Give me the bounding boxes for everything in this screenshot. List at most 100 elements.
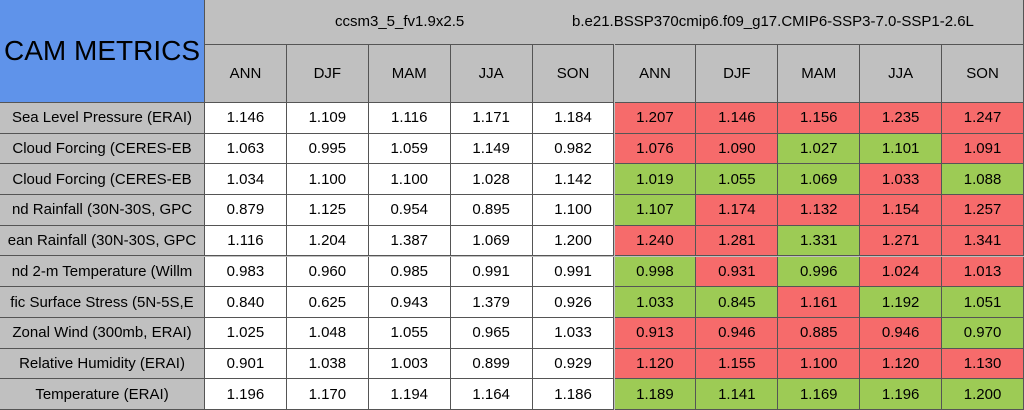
value-cell: 1.281 bbox=[696, 225, 779, 257]
value-cell: 0.899 bbox=[450, 348, 533, 380]
row-label: Cloud Forcing (CERES-EB bbox=[0, 164, 205, 196]
value-cell: 1.048 bbox=[286, 317, 369, 349]
value-cell: 1.003 bbox=[368, 348, 451, 380]
value-cell: 0.991 bbox=[532, 256, 615, 288]
row-label: Cloud Forcing (CERES-EB bbox=[0, 133, 205, 165]
value-cell: 1.142 bbox=[532, 164, 615, 196]
value-cell: 1.090 bbox=[696, 133, 779, 165]
group-header: ccsm3_5_fv1.9x2.5 bbox=[335, 13, 465, 30]
value-cell: 1.164 bbox=[450, 379, 533, 410]
value-cell: 1.019 bbox=[614, 164, 697, 196]
value-cell: 1.156 bbox=[778, 103, 861, 134]
season-header: DJF bbox=[696, 44, 779, 103]
value-cell: 0.965 bbox=[450, 317, 533, 349]
value-cell: 0.946 bbox=[860, 317, 943, 349]
season-header: MAM bbox=[778, 44, 861, 103]
value-cell: 1.024 bbox=[860, 256, 943, 288]
value-cell: 0.996 bbox=[778, 256, 861, 288]
value-cell: 1.120 bbox=[614, 348, 697, 380]
value-cell: 1.379 bbox=[450, 287, 533, 318]
value-cell: 1.116 bbox=[205, 225, 287, 257]
value-cell: 1.161 bbox=[778, 287, 861, 318]
value-cell: 1.100 bbox=[778, 348, 861, 380]
value-cell: 1.192 bbox=[860, 287, 943, 318]
value-cell: 1.028 bbox=[450, 164, 533, 196]
value-cell: 1.189 bbox=[614, 379, 697, 410]
value-cell: 1.204 bbox=[286, 225, 369, 257]
value-cell: 0.929 bbox=[532, 348, 615, 380]
value-cell: 1.038 bbox=[286, 348, 369, 380]
value-cell: 1.100 bbox=[286, 164, 369, 196]
row-label: Sea Level Pressure (ERAI) bbox=[0, 103, 205, 134]
value-cell: 1.196 bbox=[860, 379, 943, 410]
value-cell: 0.931 bbox=[696, 256, 779, 288]
value-cell: 1.247 bbox=[942, 103, 1024, 134]
value-cell: 1.387 bbox=[368, 225, 451, 257]
value-cell: 1.184 bbox=[532, 103, 615, 134]
season-header: MAM bbox=[368, 44, 451, 103]
value-cell: 1.132 bbox=[778, 195, 861, 226]
value-cell: 0.840 bbox=[205, 287, 287, 318]
season-header: JJA bbox=[860, 44, 943, 103]
value-cell: 1.141 bbox=[696, 379, 779, 410]
value-cell: 1.034 bbox=[205, 164, 287, 196]
value-cell: 1.240 bbox=[614, 225, 697, 257]
value-cell: 0.985 bbox=[368, 256, 451, 288]
value-cell: 1.146 bbox=[205, 103, 287, 134]
value-cell: 1.069 bbox=[450, 225, 533, 257]
group-header-band bbox=[205, 0, 1024, 44]
value-cell: 1.055 bbox=[368, 317, 451, 349]
row-label: nd 2-m Temperature (Willm bbox=[0, 256, 205, 288]
row-label: Relative Humidity (ERAI) bbox=[0, 348, 205, 380]
value-cell: 1.059 bbox=[368, 133, 451, 165]
value-cell: 1.149 bbox=[450, 133, 533, 165]
value-cell: 1.125 bbox=[286, 195, 369, 226]
value-cell: 0.943 bbox=[368, 287, 451, 318]
value-cell: 1.033 bbox=[614, 287, 697, 318]
row-label: fic Surface Stress (5N-5S,E bbox=[0, 287, 205, 318]
value-cell: 1.200 bbox=[942, 379, 1024, 410]
value-cell: 1.155 bbox=[696, 348, 779, 380]
value-cell: 0.970 bbox=[942, 317, 1024, 349]
value-cell: 0.954 bbox=[368, 195, 451, 226]
value-cell: 1.116 bbox=[368, 103, 451, 134]
season-header: SON bbox=[942, 44, 1024, 103]
season-header: JJA bbox=[450, 44, 533, 103]
value-cell: 0.845 bbox=[696, 287, 779, 318]
value-cell: 0.895 bbox=[450, 195, 533, 226]
value-cell: 1.025 bbox=[205, 317, 287, 349]
value-cell: 1.051 bbox=[942, 287, 1024, 318]
value-cell: 1.171 bbox=[450, 103, 533, 134]
value-cell: 1.257 bbox=[942, 195, 1024, 226]
value-cell: 1.331 bbox=[778, 225, 861, 257]
value-cell: 1.154 bbox=[860, 195, 943, 226]
value-cell: 1.033 bbox=[860, 164, 943, 196]
value-cell: 0.983 bbox=[205, 256, 287, 288]
value-cell: 1.170 bbox=[286, 379, 369, 410]
value-cell: 1.063 bbox=[205, 133, 287, 165]
row-label: Temperature (ERAI) bbox=[0, 379, 205, 410]
row-label: nd Rainfall (30N-30S, GPC bbox=[0, 195, 205, 226]
value-cell: 1.100 bbox=[532, 195, 615, 226]
value-cell: 1.100 bbox=[368, 164, 451, 196]
value-cell: 1.107 bbox=[614, 195, 697, 226]
season-header: ANN bbox=[614, 44, 697, 103]
value-cell: 1.194 bbox=[368, 379, 451, 410]
value-cell: 1.109 bbox=[286, 103, 369, 134]
value-cell: 0.879 bbox=[205, 195, 287, 226]
table-title: CAM METRICS bbox=[0, 0, 205, 103]
value-cell: 1.091 bbox=[942, 133, 1024, 165]
value-cell: 1.341 bbox=[942, 225, 1024, 257]
value-cell: 0.995 bbox=[286, 133, 369, 165]
value-cell: 1.088 bbox=[942, 164, 1024, 196]
value-cell: 0.960 bbox=[286, 256, 369, 288]
value-cell: 0.926 bbox=[532, 287, 615, 318]
value-cell: 1.174 bbox=[696, 195, 779, 226]
value-cell: 1.186 bbox=[532, 379, 615, 410]
group-header: b.e21.BSSP370cmip6.f09_g17.CMIP6-SSP3-7.… bbox=[572, 13, 974, 30]
value-cell: 0.625 bbox=[286, 287, 369, 318]
value-cell: 1.196 bbox=[205, 379, 287, 410]
value-cell: 1.169 bbox=[778, 379, 861, 410]
value-cell: 1.033 bbox=[532, 317, 615, 349]
